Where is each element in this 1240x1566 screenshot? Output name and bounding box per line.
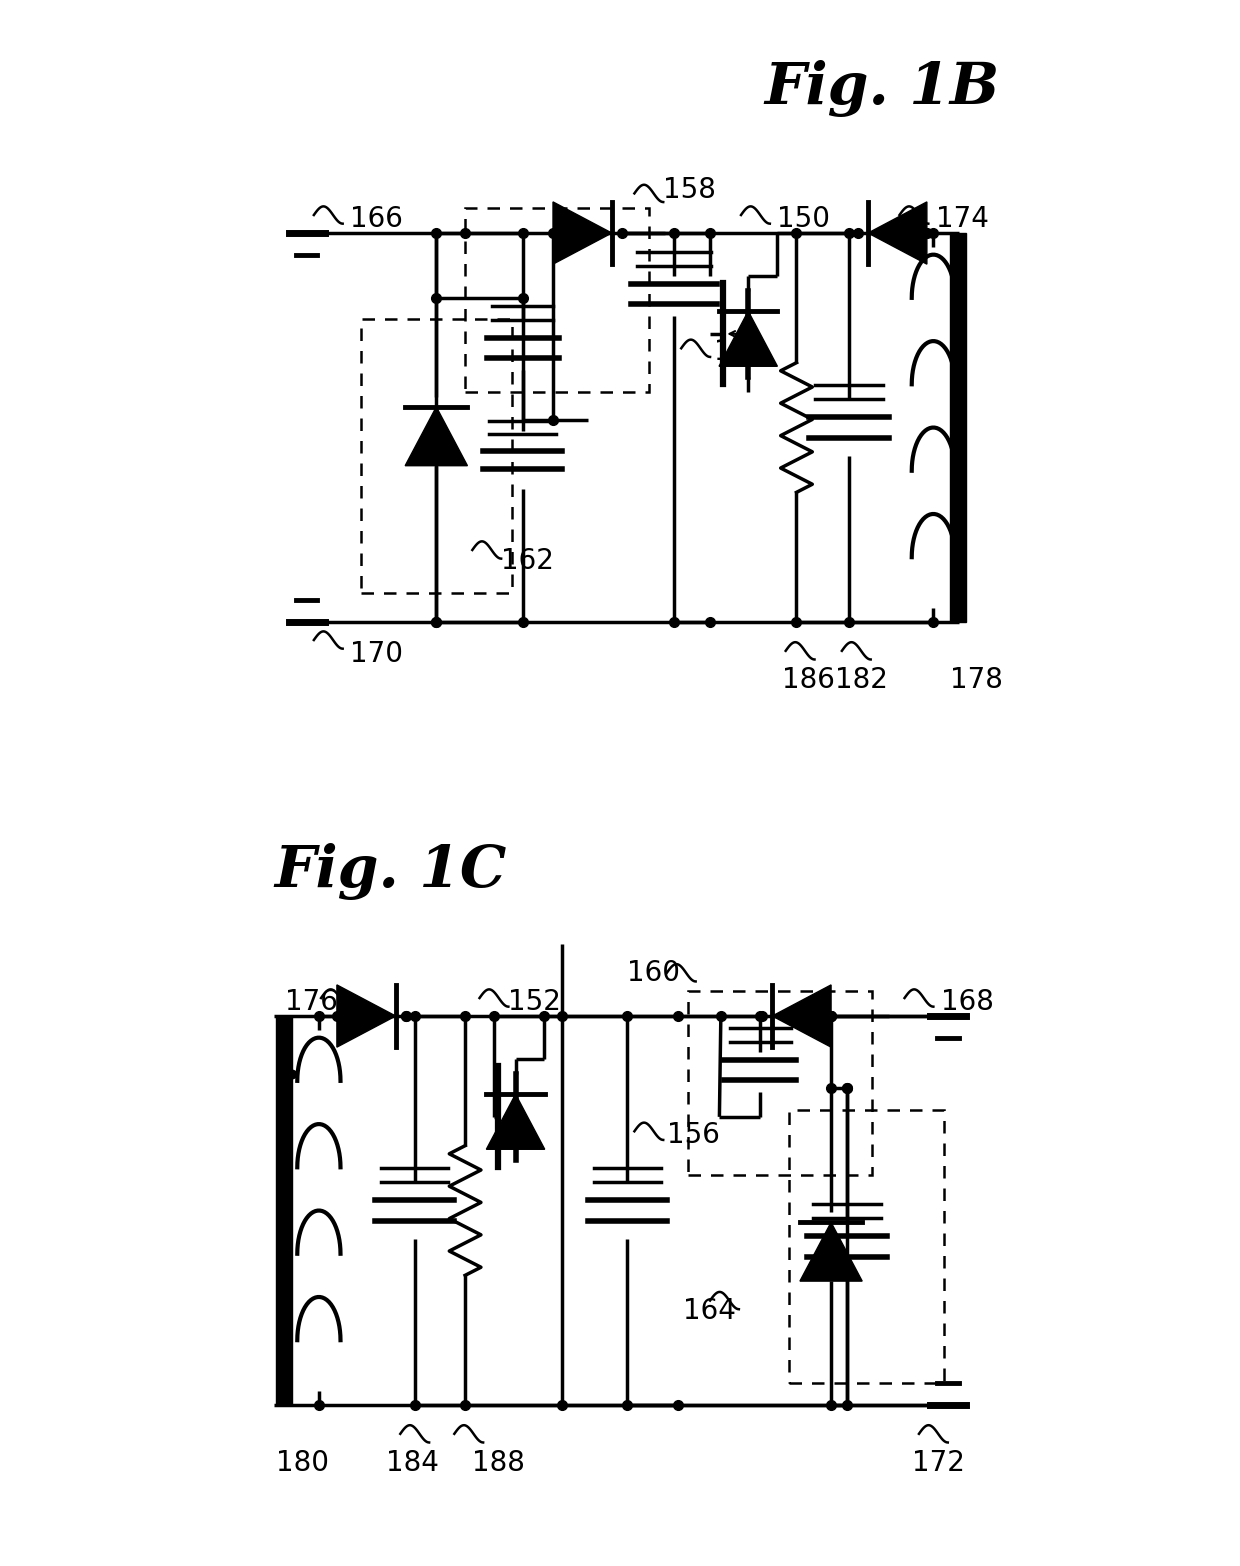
Text: 162: 162 xyxy=(501,547,554,575)
Polygon shape xyxy=(800,1223,862,1281)
Polygon shape xyxy=(553,202,611,265)
Polygon shape xyxy=(868,202,926,265)
Bar xyxy=(465,208,649,392)
Text: 150: 150 xyxy=(777,205,830,233)
Text: 172: 172 xyxy=(911,1449,965,1477)
Text: 180: 180 xyxy=(275,1449,329,1477)
Text: 158: 158 xyxy=(663,175,715,204)
Text: 154: 154 xyxy=(714,338,766,366)
Polygon shape xyxy=(486,1095,544,1149)
Polygon shape xyxy=(405,407,467,465)
Bar xyxy=(688,991,872,1174)
Polygon shape xyxy=(719,312,777,366)
Polygon shape xyxy=(337,985,396,1048)
Bar xyxy=(790,1110,944,1383)
Text: 176: 176 xyxy=(285,988,339,1016)
Text: 186: 186 xyxy=(782,666,835,694)
Text: 168: 168 xyxy=(941,988,993,1016)
Polygon shape xyxy=(773,985,831,1048)
Text: 170: 170 xyxy=(350,640,403,669)
Text: 160: 160 xyxy=(627,958,681,987)
Text: 164: 164 xyxy=(683,1297,737,1325)
Text: 152: 152 xyxy=(508,988,562,1016)
Text: 178: 178 xyxy=(950,666,1003,694)
Text: 184: 184 xyxy=(386,1449,439,1477)
Text: 188: 188 xyxy=(472,1449,526,1477)
Bar xyxy=(275,1016,291,1405)
Text: 174: 174 xyxy=(935,205,988,233)
Bar xyxy=(361,319,512,594)
Text: 156: 156 xyxy=(667,1121,719,1149)
Text: 182: 182 xyxy=(835,666,888,694)
Bar xyxy=(950,233,966,622)
Text: Fig. 1C: Fig. 1C xyxy=(274,844,507,900)
Text: Fig. 1B: Fig. 1B xyxy=(764,61,999,117)
Text: 166: 166 xyxy=(350,205,403,233)
